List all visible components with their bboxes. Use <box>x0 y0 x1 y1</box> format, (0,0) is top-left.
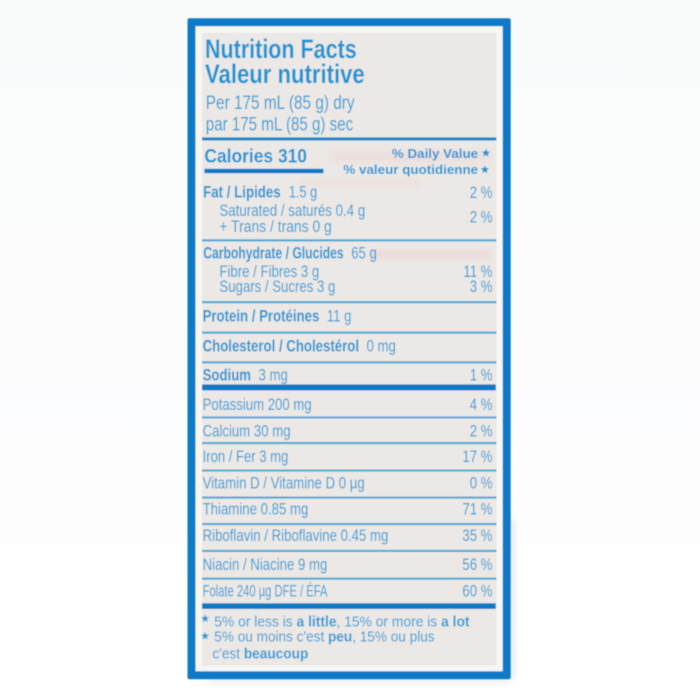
svg-text:17 %: 17 % <box>462 448 492 466</box>
svg-text:11 %: 11 % <box>463 263 492 281</box>
svg-text:3 mg: 3 mg <box>259 367 288 385</box>
svg-text:11 g: 11 g <box>327 308 352 326</box>
svg-text:+ Trans / trans 0 g: + Trans / trans 0 g <box>219 218 331 236</box>
svg-text:Folate 240 µg DFE / ÉFA: Folate 240 µg DFE / ÉFA <box>203 582 328 601</box>
svg-text:35 %: 35 % <box>462 527 492 545</box>
svg-text:Riboflavin / Riboflavine 0.45: Riboflavin / Riboflavine 0.45 mg <box>203 527 389 545</box>
svg-text:Iron / Fer 3 mg: Iron / Fer 3 mg <box>203 448 289 466</box>
svg-text:2 %: 2 % <box>470 209 493 227</box>
svg-text:2 %: 2 % <box>470 184 493 202</box>
svg-text:71 %: 71 % <box>462 501 492 519</box>
svg-text:5% or less is a little, 15% or: 5% or less is a little, 15% or more is a… <box>214 614 469 630</box>
svg-text:3 %: 3 % <box>470 278 493 296</box>
svg-text:% valeur quotidienne: % valeur quotidienne <box>343 162 478 177</box>
svg-text:Thiamine 0.85 mg: Thiamine 0.85 mg <box>203 501 309 519</box>
svg-text:c'est beaucoup: c'est beaucoup <box>212 647 308 663</box>
svg-text:Cholesterol / Cholestérol: Cholesterol / Cholestérol <box>203 337 359 355</box>
svg-text:1 %: 1 % <box>470 367 493 385</box>
svg-text:65 g: 65 g <box>351 245 377 263</box>
svg-text:1.5 g: 1.5 g <box>289 184 318 202</box>
svg-text:par 175 mL (85 g) sec: par 175 mL (85 g) sec <box>206 115 353 136</box>
svg-text:Niacin / Niacine 9 mg: Niacin / Niacine 9 mg <box>203 556 328 574</box>
svg-text:Calcium 30 mg: Calcium 30 mg <box>203 422 291 440</box>
svg-text:60 %: 60 % <box>462 583 492 601</box>
svg-text:4 %: 4 % <box>470 396 493 414</box>
svg-text:56 %: 56 % <box>462 556 492 574</box>
svg-text:Saturated / saturés 0.4 g: Saturated / saturés 0.4 g <box>219 202 365 220</box>
svg-text:Nutrition Facts: Nutrition Facts <box>205 34 357 64</box>
svg-text:Potassium 200 mg: Potassium 200 mg <box>203 396 312 414</box>
svg-text:5% ou moins c'est peu, 15% ou: 5% ou moins c'est peu, 15% ou plus <box>214 630 434 646</box>
svg-text:Vitamin D / Vitamine D 0 µg: Vitamin D / Vitamine D 0 µg <box>203 474 365 492</box>
svg-text:0 %: 0 % <box>470 474 493 492</box>
svg-text:Per 175 mL (85 g) dry: Per 175 mL (85 g) dry <box>206 93 355 114</box>
svg-text:Carbohydrate / Glucides: Carbohydrate / Glucides <box>203 245 344 263</box>
svg-text:2 %: 2 % <box>470 422 493 440</box>
svg-text:Valeur nutritive: Valeur nutritive <box>205 59 365 89</box>
svg-text:% Daily Value: % Daily Value <box>392 146 478 161</box>
svg-text:Calories 310: Calories 310 <box>204 146 307 168</box>
svg-text:0 mg: 0 mg <box>367 337 396 355</box>
svg-text:Fibre / Fibres 3 g: Fibre / Fibres 3 g <box>219 263 319 281</box>
svg-text:Sugars / Sucres 3 g: Sugars / Sucres 3 g <box>219 278 335 296</box>
svg-text:Sodium: Sodium <box>203 367 251 385</box>
svg-text:Fat / Lipides: Fat / Lipides <box>203 184 281 202</box>
svg-text:Protein / Protéines: Protein / Protéines <box>203 308 320 326</box>
